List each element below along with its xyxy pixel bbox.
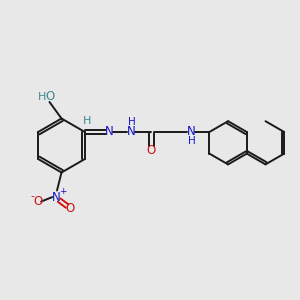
Text: O: O <box>46 90 55 104</box>
Text: O: O <box>33 195 42 208</box>
Text: N: N <box>52 190 61 204</box>
Text: O: O <box>65 202 74 215</box>
Text: N: N <box>187 125 196 139</box>
Text: H: H <box>83 116 92 127</box>
Text: O: O <box>147 144 156 157</box>
Text: +: + <box>59 187 66 196</box>
Text: H: H <box>128 117 136 128</box>
Text: H: H <box>38 92 46 102</box>
Text: H: H <box>188 136 196 146</box>
Text: -: - <box>30 190 34 201</box>
Text: N: N <box>127 125 136 139</box>
Text: N: N <box>105 125 114 139</box>
